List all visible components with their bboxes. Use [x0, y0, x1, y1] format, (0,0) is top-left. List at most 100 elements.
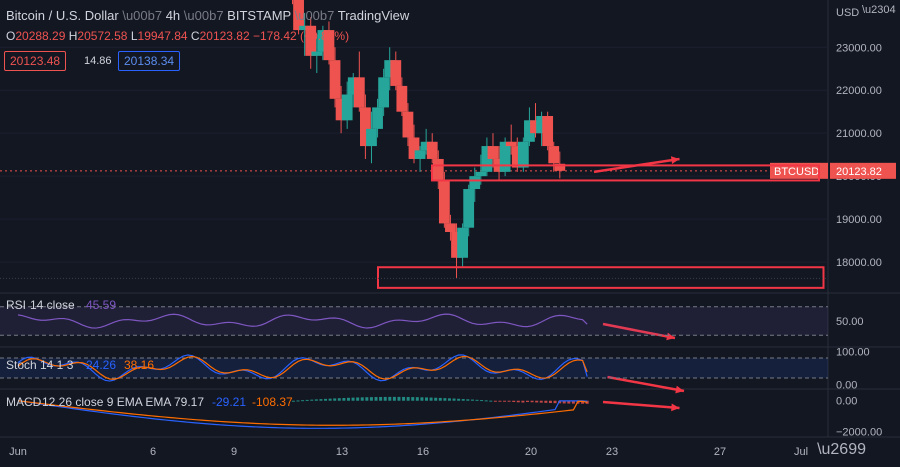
candle-body — [457, 227, 468, 258]
candle-body — [487, 146, 499, 159]
open-label: O — [6, 29, 16, 43]
last-price-tag — [830, 162, 896, 179]
candle-body — [414, 150, 426, 159]
macd-hist-bar — [470, 399, 474, 401]
macd-hist-bar — [402, 396, 406, 401]
interval-label[interactable]: 4h — [165, 8, 181, 23]
candle-body — [347, 77, 359, 95]
macd-hist-bar — [369, 397, 373, 401]
candle-body — [524, 120, 535, 142]
macd-hist-bar — [301, 400, 305, 402]
candle-body — [505, 141, 517, 147]
macd-hist-bar — [521, 400, 525, 403]
low-value: 19947.84 — [137, 29, 188, 43]
arrow-stoch — [607, 375, 685, 393]
macd-hist-bar — [438, 397, 442, 401]
low-label: L — [130, 29, 138, 43]
ask-price-box[interactable]: 20138.34 — [118, 51, 181, 71]
macd-hist-bar — [530, 400, 534, 403]
macd-hist-bar — [562, 400, 566, 404]
macd-hist-bar — [415, 397, 419, 401]
price-tick-label: 18000.00 — [836, 257, 882, 269]
rsi-value: 45.59 — [86, 298, 116, 312]
macd-hist-bar — [443, 398, 447, 401]
currency-label[interactable]: USD — [836, 7, 860, 19]
candle-body — [463, 189, 475, 228]
macd-hist-bar — [493, 400, 497, 402]
source-label: TradingView — [337, 8, 410, 23]
candle-body — [481, 146, 493, 172]
macd-hist-bar — [356, 397, 360, 401]
candle-body — [372, 107, 383, 129]
support-zone-upper — [431, 164, 820, 182]
candle-body — [366, 128, 377, 147]
macd-hist-bar — [429, 397, 433, 401]
symbol-tag-text: BTCUSD — [774, 166, 819, 178]
change-value: −178.42 (−0.88%) — [253, 29, 350, 43]
price-tick-label: 23000.00 — [836, 42, 882, 54]
macd-hist-bar — [365, 397, 369, 401]
currency-dropdown-icon[interactable]: \u2304 — [862, 4, 896, 16]
stoch-d-value: 38.16 — [124, 358, 154, 372]
macd-hist-bar — [498, 400, 502, 402]
macd-hist-bar — [535, 400, 539, 403]
macd-hist-bar — [525, 400, 529, 402]
macd-label: MACD — [6, 395, 42, 409]
symbol-title[interactable]: Bitcoin / U.S. Dollar — [6, 8, 119, 23]
x-tick-label: 20 — [525, 446, 537, 458]
x-tick-label: 27 — [714, 446, 726, 458]
macd-hist-bar — [374, 397, 378, 401]
candle-body — [317, 30, 329, 52]
macd-hist-bar — [397, 396, 401, 401]
candle-body — [536, 116, 547, 134]
candle-body — [530, 120, 541, 134]
macd-hist-bar — [447, 398, 451, 401]
macd-hist-bar — [346, 397, 350, 401]
macd-hist-bar — [291, 400, 295, 402]
macd-hist-bar — [305, 399, 309, 401]
x-tick-label: 23 — [606, 446, 618, 458]
macd-hist-bar — [457, 398, 461, 401]
close-value: 20123.82 — [199, 29, 250, 43]
macd-hist-bar — [512, 400, 516, 403]
macd-hist-bar — [324, 398, 328, 401]
candle-body — [360, 107, 371, 147]
macd-hist-bar — [310, 399, 314, 401]
stoch-tick-label: 100.00 — [836, 346, 870, 358]
candle-body — [329, 60, 341, 99]
arrow-macd-head — [671, 403, 680, 412]
macd-hist-bar — [434, 397, 438, 401]
candle-body — [408, 137, 420, 159]
macd-hist-bar — [314, 399, 318, 401]
candle-body — [402, 111, 414, 138]
macd-hist-bar — [411, 397, 415, 401]
ohlc-row: O20288.29 H20572.58 L19947.84 C20123.82 … — [6, 29, 349, 43]
macd-hist-bar — [475, 399, 479, 401]
open-value: 20288.29 — [15, 29, 66, 43]
price-tick-label: 22000.00 — [836, 85, 882, 97]
macd-hist-bar — [480, 400, 484, 402]
chart-header: Bitcoin / U.S. Dollar \u00b7 4h \u00b7 B… — [6, 8, 410, 23]
candle-body — [542, 116, 554, 147]
macd-hist-bar — [516, 400, 520, 403]
macd-hist-bar — [484, 400, 488, 402]
price-tick-label: 19000.00 — [836, 214, 882, 226]
macd-signal-line — [17, 400, 588, 426]
macd-hist-bar — [420, 397, 424, 401]
symbol-tag — [770, 162, 828, 179]
settings-gear-icon[interactable]: \u2699 — [817, 441, 866, 458]
candle-body — [451, 232, 462, 258]
exchange-label: BITSTAMP — [227, 8, 291, 23]
macd-tick-label: 0.00 — [836, 396, 857, 408]
stoch-params: 14 1 3 — [40, 358, 74, 372]
candle-body — [438, 180, 450, 224]
arrow-macd — [602, 400, 680, 410]
macd-params: 12 26 close 9 EMA EMA — [42, 395, 171, 409]
macd-hist-bar — [507, 400, 511, 402]
bid-price-box[interactable]: 20123.48 — [4, 51, 67, 71]
macd-hist-bar — [351, 397, 355, 401]
spread-value: 14.86 — [84, 55, 112, 67]
macd-hist-bar — [328, 398, 332, 401]
candle-body — [305, 25, 317, 56]
